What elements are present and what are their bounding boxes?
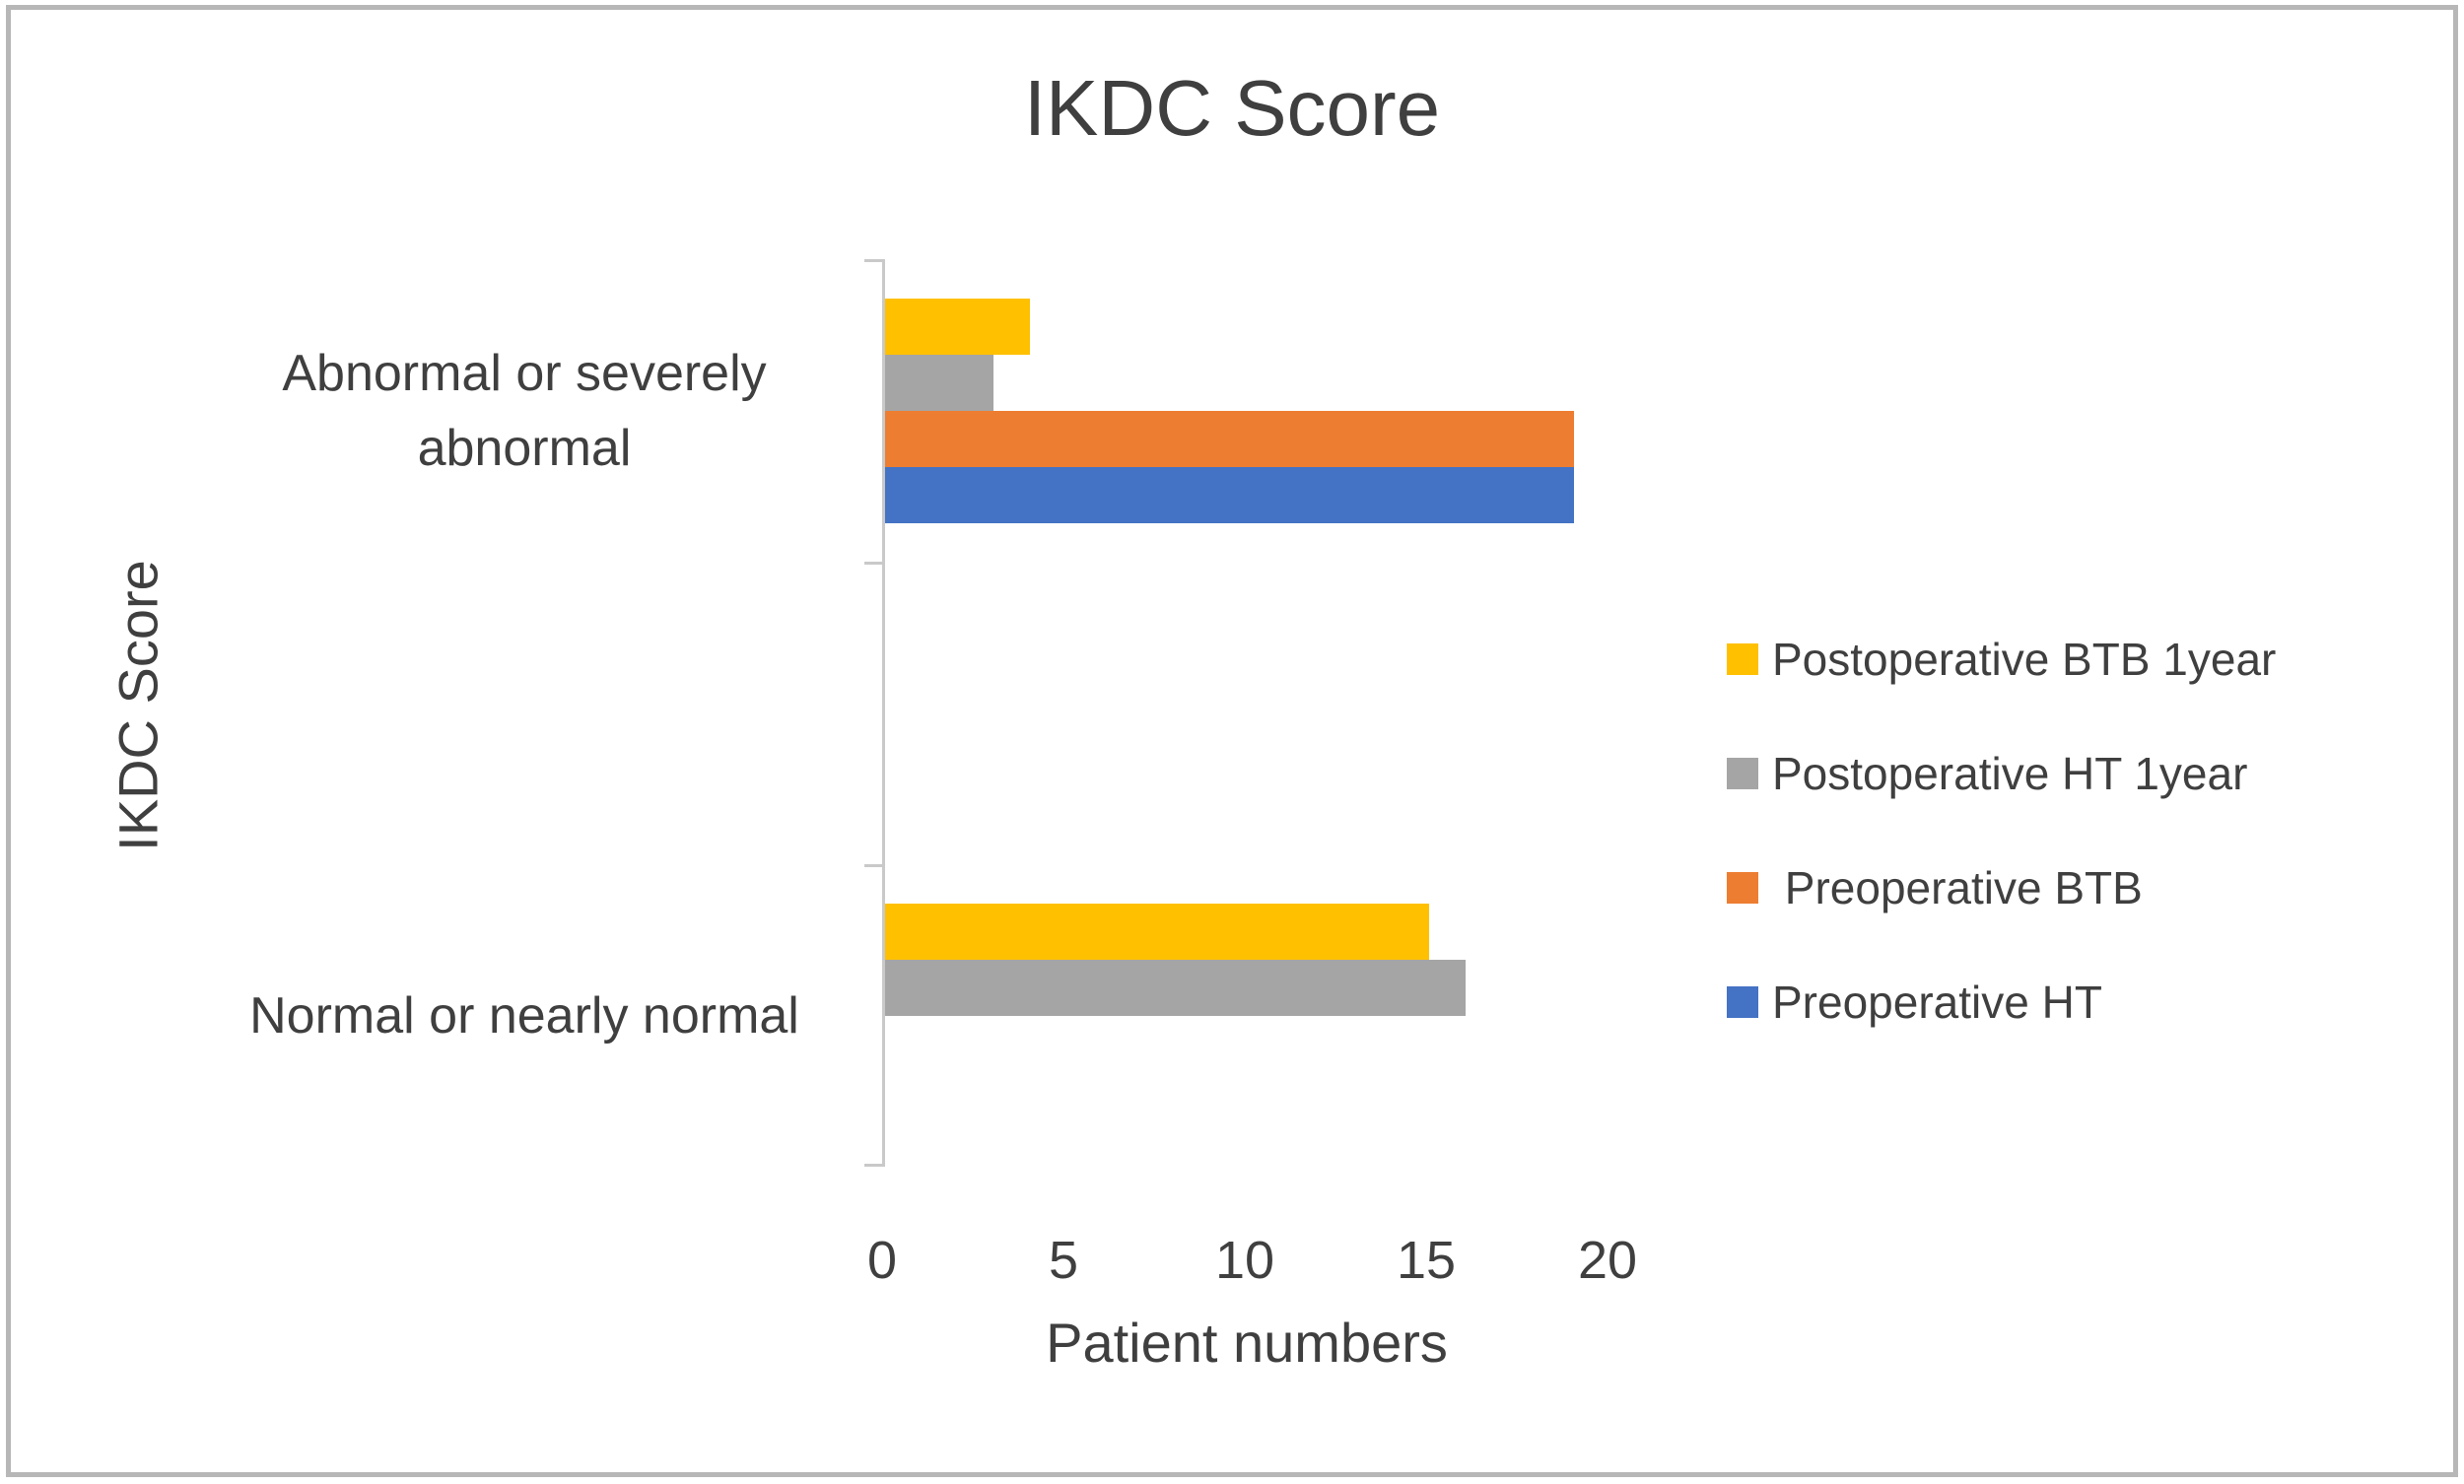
legend-swatch-postoperative-btb-1year <box>1727 643 1758 675</box>
x-tick-label-10: 10 <box>1214 1231 1275 1290</box>
legend-item-postoperative-btb-1year: Postoperative BTB 1year <box>1727 634 2276 685</box>
bar-abnormal-or-severely-abnormal-preoperative-ht <box>885 466 1575 523</box>
legend-item-postoperative-ht-1year: Postoperative HT 1year <box>1727 748 2247 799</box>
legend-label-postoperative-btb-1year: Postoperative BTB 1year <box>1772 634 2277 685</box>
y-axis-line <box>882 259 885 1167</box>
y-axis-tick-mark <box>864 259 882 262</box>
legend-label-preoperative-btb: Preoperative BTB <box>1772 862 2143 913</box>
legend-label-postoperative-ht-1year: Postoperative HT 1year <box>1772 748 2248 799</box>
y-axis-title: IKDC Score <box>106 560 170 851</box>
category-label-abnormal-or-severely-abnormal: Abnormal or severely abnormal <box>282 344 767 477</box>
x-tick-label-20: 20 <box>1577 1231 1638 1290</box>
legend-item-preoperative-btb: Preoperative BTB <box>1727 862 2143 913</box>
legend-item-preoperative-ht: Preoperative HT <box>1727 977 2102 1028</box>
y-axis-tick-mark <box>864 1164 882 1167</box>
legend-swatch-preoperative-btb <box>1727 872 1758 904</box>
bar-abnormal-or-severely-abnormal-postoperative-ht-1year <box>885 354 994 411</box>
bar-normal-or-nearly-normal-postoperative-ht-1year <box>885 959 1466 1016</box>
legend-swatch-postoperative-ht-1year <box>1727 758 1758 789</box>
y-axis-tick-mark <box>864 864 882 867</box>
bar-abnormal-or-severely-abnormal-postoperative-btb-1year <box>885 298 1031 355</box>
bar-normal-or-nearly-normal-postoperative-btb-1year <box>885 903 1429 960</box>
x-tick-label-0: 0 <box>866 1231 898 1290</box>
legend-label-preoperative-ht: Preoperative HT <box>1772 977 2102 1028</box>
bar-abnormal-or-severely-abnormal-preoperative-btb <box>885 410 1575 467</box>
x-tick-label-5: 5 <box>1048 1231 1079 1290</box>
plot-area <box>864 259 1611 1167</box>
legend-swatch-preoperative-ht <box>1727 986 1758 1018</box>
chart-title: IKDC Score <box>1023 64 1441 152</box>
x-tick-label-15: 15 <box>1396 1231 1457 1290</box>
y-axis-tick-mark <box>864 562 882 565</box>
x-axis-title: Patient numbers <box>1046 1312 1448 1374</box>
category-label-normal-or-nearly-normal: Normal or nearly normal <box>249 986 799 1045</box>
